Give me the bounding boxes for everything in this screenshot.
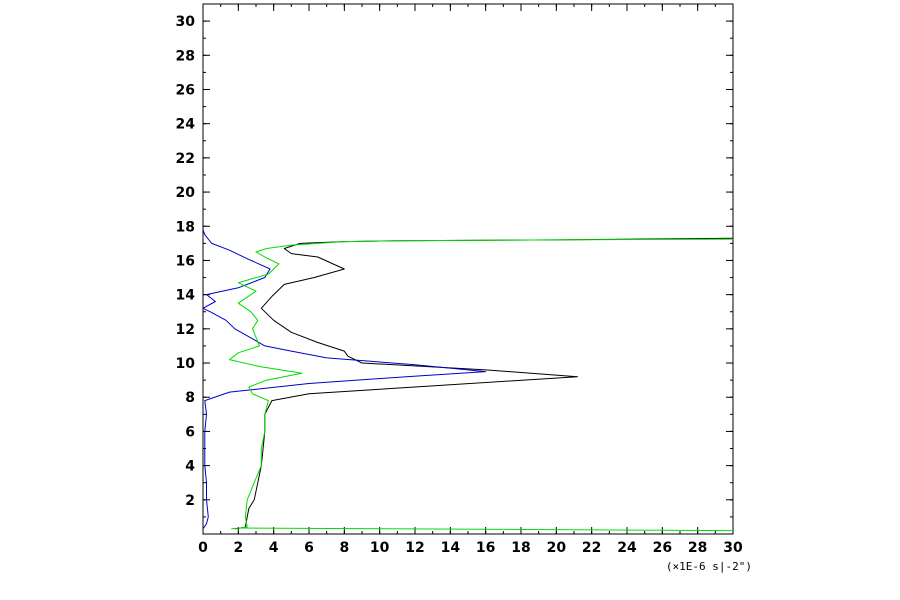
- x-tick-label: 28: [688, 540, 707, 556]
- x-tick-label: 18: [511, 540, 530, 556]
- x-axis: 0 2 4 6 8 10 12 14 16 18 20 22 24 26 28 30: [198, 4, 743, 556]
- series-line-1: [234, 237, 734, 530]
- x-tick-label: 26: [653, 540, 672, 556]
- x-tick-label: 0: [198, 540, 208, 556]
- x-tick-label: 22: [582, 540, 601, 556]
- series-line-3: [229, 238, 734, 530]
- x-tick-label: 4: [269, 540, 279, 556]
- y-tick-label: 12: [176, 322, 195, 338]
- y-tick-label: 2: [185, 493, 195, 509]
- x-tick-label: 8: [339, 540, 349, 556]
- y-tick-label: 24: [176, 117, 196, 133]
- series-line-4: [238, 527, 734, 532]
- series-layer: [202, 229, 734, 532]
- x-tick-label: 14: [441, 540, 461, 556]
- x-tick-label: 24: [617, 540, 637, 556]
- y-tick-label: 8: [185, 390, 195, 406]
- x-unit-label: (×1E-6 s|-2"): [666, 560, 752, 573]
- y-tick-label: 10: [176, 356, 196, 372]
- x-tick-label: 20: [547, 540, 567, 556]
- plot-frame: [202, 3, 734, 535]
- y-tick-label: 4: [185, 459, 195, 475]
- y-tick-label: 22: [176, 151, 195, 167]
- x-tick-label: 10: [370, 540, 390, 556]
- x-tick-label: 6: [304, 540, 314, 556]
- minor-ticks: [202, 3, 734, 535]
- y-tick-label: 16: [176, 253, 195, 269]
- x-tick-label: 16: [476, 540, 495, 556]
- x-tick-label: 30: [723, 540, 743, 556]
- y-tick-label: 18: [176, 219, 195, 235]
- y-tick-label: 14: [176, 288, 196, 304]
- y-tick-label: 20: [176, 185, 196, 201]
- y-tick-label: 26: [176, 82, 195, 98]
- series-line-2: [202, 229, 487, 530]
- y-tick-label: 6: [185, 424, 195, 440]
- y-tick-label: 28: [176, 48, 195, 64]
- x-tick-label: 12: [405, 540, 424, 556]
- x-tick-label: 2: [233, 540, 243, 556]
- y-tick-label: 30: [176, 14, 196, 30]
